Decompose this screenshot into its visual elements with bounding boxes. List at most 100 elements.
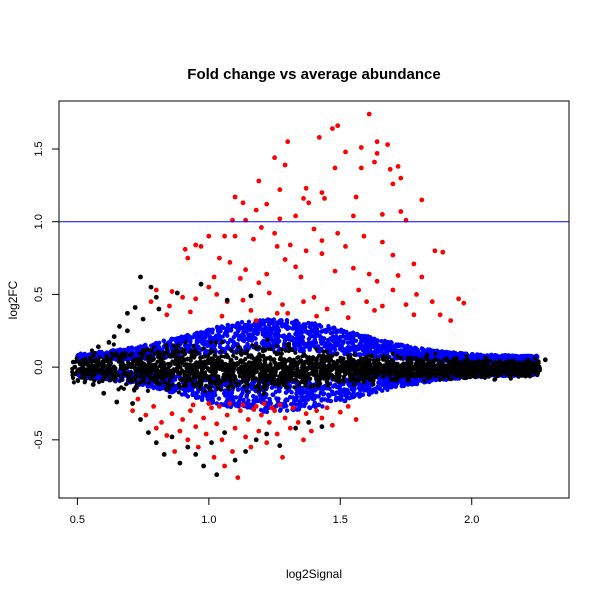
background-point xyxy=(316,402,321,407)
background-point xyxy=(308,376,313,381)
background-point xyxy=(508,376,513,381)
background-point xyxy=(370,342,375,347)
background-point xyxy=(347,396,352,401)
background-point xyxy=(412,381,417,386)
background-point xyxy=(406,378,411,383)
background-point xyxy=(235,333,240,338)
background-point xyxy=(244,324,249,329)
background-point xyxy=(216,396,222,401)
background-point xyxy=(293,347,298,352)
background-point xyxy=(236,328,241,333)
background-point xyxy=(273,389,279,394)
background-point xyxy=(318,390,324,395)
background-point xyxy=(352,352,357,357)
background-point xyxy=(389,377,394,382)
background-point xyxy=(411,349,416,354)
background-point xyxy=(362,333,367,339)
background-point xyxy=(338,382,343,388)
background-point xyxy=(242,384,247,389)
background-point xyxy=(319,335,324,340)
background-point xyxy=(107,378,112,383)
background-point xyxy=(226,323,231,328)
background-point xyxy=(357,342,362,348)
background-point xyxy=(253,336,258,341)
background-point xyxy=(175,336,180,341)
background-point xyxy=(329,344,334,349)
background-point xyxy=(369,389,375,394)
background-point xyxy=(307,347,312,352)
background-point xyxy=(313,340,319,345)
background-point xyxy=(318,324,324,329)
background-point xyxy=(334,334,339,339)
background-point xyxy=(195,338,200,344)
background-point xyxy=(168,374,173,379)
background-point xyxy=(427,379,432,385)
background-point xyxy=(186,345,191,350)
background-point xyxy=(304,379,309,384)
background-point xyxy=(332,344,337,349)
background-point xyxy=(250,343,255,348)
background-point xyxy=(246,398,251,403)
background-point xyxy=(212,389,217,394)
background-point xyxy=(92,378,97,383)
background-point xyxy=(199,381,204,387)
background-point xyxy=(232,324,237,329)
background-point xyxy=(204,333,209,338)
background-point xyxy=(235,387,241,392)
background-point xyxy=(238,394,243,399)
background-point xyxy=(293,336,299,342)
background-point xyxy=(385,343,390,348)
background-point xyxy=(124,382,129,387)
background-point xyxy=(290,335,295,341)
background-point xyxy=(255,398,261,404)
background-point xyxy=(249,355,254,360)
background-point xyxy=(381,357,386,362)
background-point xyxy=(367,335,372,340)
background-point xyxy=(118,347,123,352)
background-point xyxy=(335,358,340,363)
background-point xyxy=(390,351,395,356)
background-point xyxy=(350,341,355,346)
background-point xyxy=(533,356,538,361)
background-point xyxy=(190,335,195,340)
background-point xyxy=(156,349,161,354)
background-point xyxy=(141,343,147,349)
background-point xyxy=(261,396,266,401)
background-point xyxy=(377,345,382,351)
background-point xyxy=(399,381,404,386)
background-point xyxy=(326,326,331,331)
background-point xyxy=(286,348,291,354)
background-point xyxy=(326,383,331,388)
background-point xyxy=(83,353,89,358)
background-point xyxy=(137,380,143,385)
background-point xyxy=(304,390,310,395)
background-point xyxy=(341,329,347,335)
background-point xyxy=(183,340,188,345)
background-point xyxy=(292,385,297,390)
background-point xyxy=(382,340,387,345)
background-point xyxy=(320,404,325,409)
background-point xyxy=(177,384,182,389)
background-point xyxy=(219,324,225,329)
background-point xyxy=(371,382,376,387)
background-point xyxy=(166,352,172,358)
background-point xyxy=(167,377,172,382)
background-point xyxy=(188,350,193,355)
background-point xyxy=(278,407,283,412)
background-point xyxy=(228,391,234,396)
background-point xyxy=(364,382,369,387)
background-point xyxy=(382,346,387,352)
background-point xyxy=(276,328,282,333)
background-point xyxy=(334,330,339,335)
background-point xyxy=(442,350,447,355)
background-point xyxy=(214,401,219,406)
background-point xyxy=(280,324,285,329)
background-point xyxy=(166,382,171,387)
background-point xyxy=(306,336,312,342)
background-point xyxy=(210,395,215,400)
background-point xyxy=(322,328,327,333)
background-point xyxy=(352,394,357,399)
background-point xyxy=(241,329,247,334)
background-point xyxy=(306,320,311,326)
background-point xyxy=(234,356,239,361)
